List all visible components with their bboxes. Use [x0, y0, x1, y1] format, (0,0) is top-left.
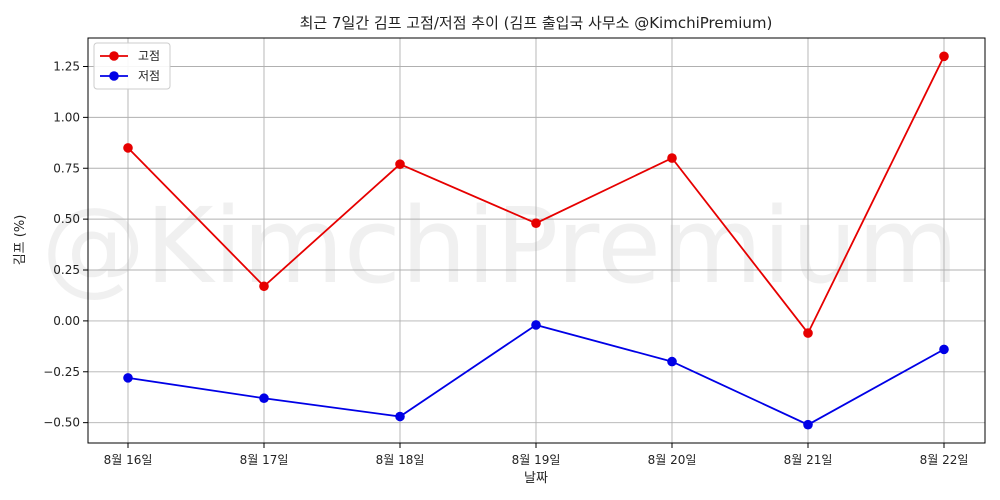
x-tick-label: 8월 20일 [648, 453, 697, 467]
watermark-text: @KimchiPremium [41, 185, 958, 307]
y-tick-label: 0.75 [53, 161, 80, 175]
x-tick-label: 8월 22일 [920, 453, 969, 467]
x-tick-labels: 8월 16일 8월 17일 8월 18일 8월 19일 8월 20일 8월 21일 8월 2… [104, 443, 969, 467]
series-layer [123, 51, 949, 430]
data-point [667, 153, 677, 163]
data-point [531, 320, 541, 330]
data-point [259, 281, 269, 292]
data-point [939, 51, 949, 62]
data-point [667, 356, 677, 367]
x-tick-label: 8월 18일 [376, 453, 425, 467]
legend-label: 저점 [138, 69, 160, 83]
grid-layer [88, 38, 985, 443]
legend-label: 고점 [138, 49, 160, 63]
y-tick-label: −0.50 [43, 416, 80, 430]
legend-item: 고점 [100, 49, 160, 63]
data-point [531, 218, 541, 229]
data-point [803, 419, 813, 430]
legend-marker [109, 51, 119, 61]
x-tick-label: 8월 17일 [240, 453, 289, 467]
x-tick-label: 8월 16일 [104, 453, 153, 467]
x-tick-label: 8월 21일 [784, 453, 833, 467]
y-tick-label: −0.25 [43, 365, 80, 379]
y-tick-label: 0.50 [53, 212, 80, 226]
legend-marker [109, 71, 119, 81]
x-axis-label: 날짜 [524, 471, 548, 486]
data-point [395, 159, 405, 169]
y-axis-label: 김프 (%) [13, 215, 28, 266]
y-tick-label: 1.25 [53, 59, 80, 73]
data-point [123, 143, 133, 153]
y-tick-label: 0.00 [53, 314, 80, 328]
data-point [123, 373, 133, 383]
data-point [939, 344, 949, 355]
data-point [259, 393, 269, 404]
y-tick-label: 0.25 [53, 263, 80, 277]
chart-title: 최근 7일간 김프 고점/저점 추이 (김프 출입국 사무소 @KimchiPr… [300, 14, 773, 32]
x-tick-label: 8월 19일 [512, 453, 561, 467]
legend-item: 저점 [100, 69, 160, 83]
data-point [395, 411, 405, 422]
y-tick-labels: −0.50 −0.25 0.00 0.25 0.50 0.75 1.00 1.25 [43, 59, 88, 430]
series-high [123, 51, 949, 338]
series-low [123, 320, 949, 430]
data-point [803, 328, 813, 338]
y-tick-label: 1.00 [53, 110, 80, 124]
